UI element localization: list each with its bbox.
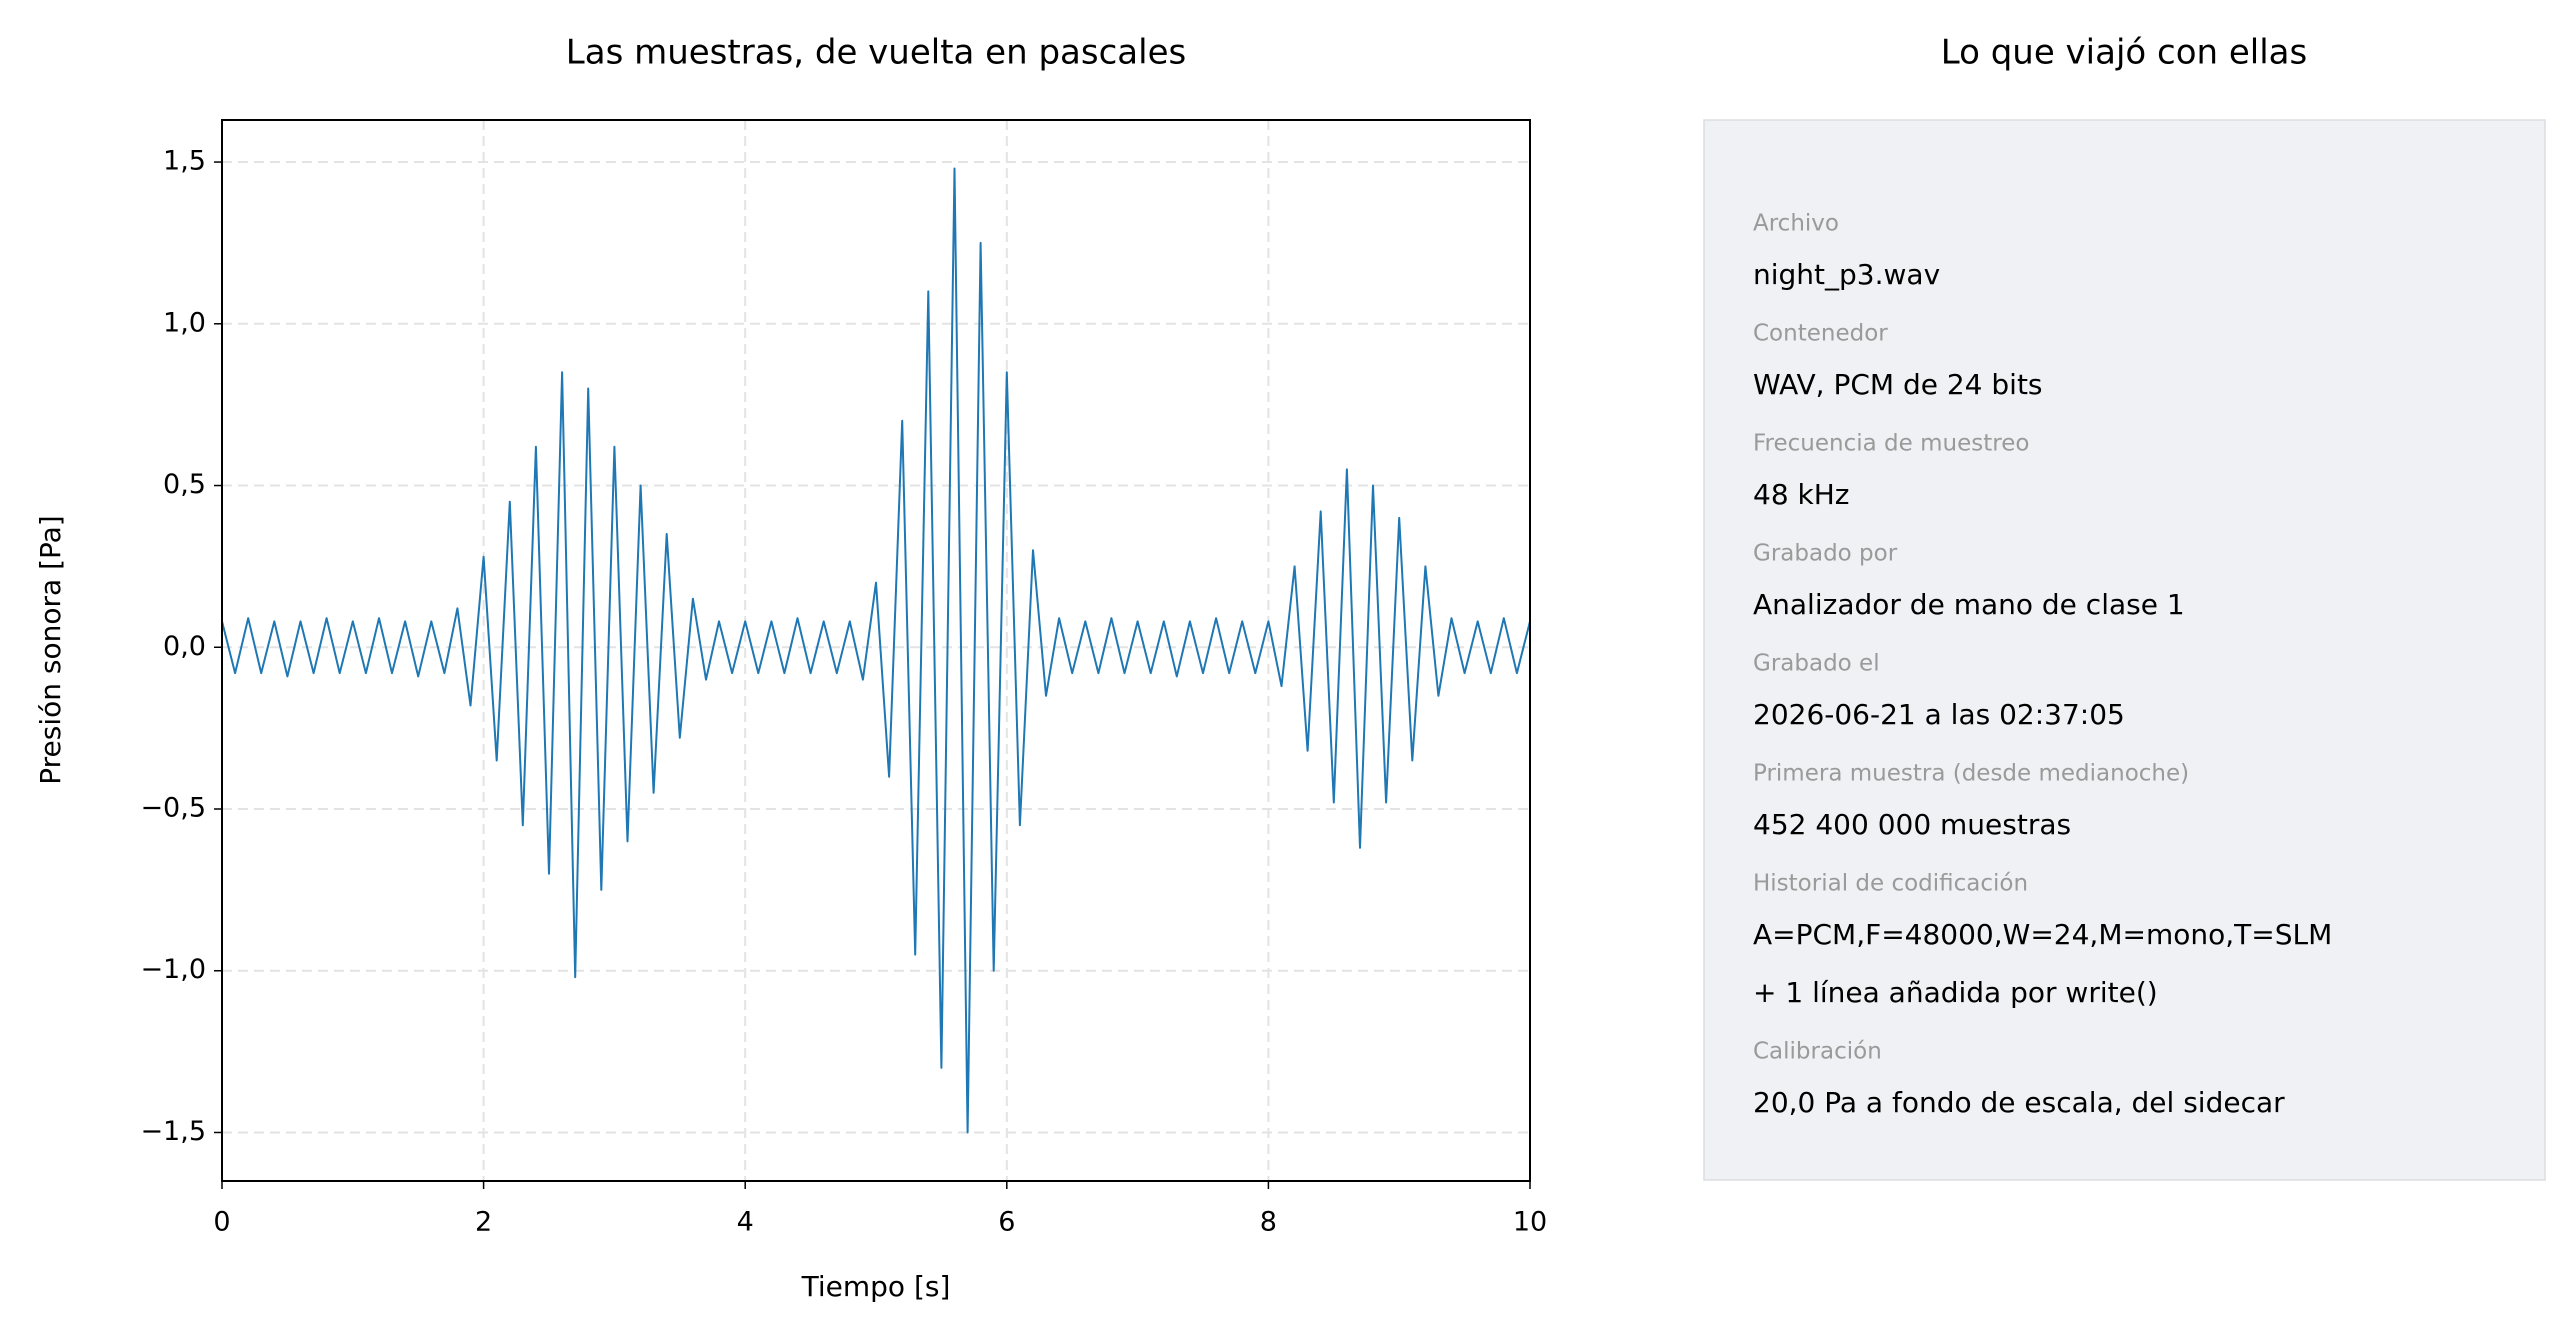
y-axis-label: Presión sonora [Pa] (34, 515, 67, 784)
info-label: Contenedor (1753, 321, 1888, 347)
info-label: Grabado el (1753, 651, 1880, 677)
info-value: WAV, PCM de 24 bits (1753, 368, 2043, 401)
plot-frame (221, 119, 1531, 1182)
y-tick-label: −1,0 (140, 954, 206, 985)
info-label: Historial de codificación (1753, 871, 2028, 897)
y-tick-label: −0,5 (140, 793, 206, 824)
chart-title: Las muestras, de vuelta en pascales (566, 33, 1186, 73)
info-label: Grabado por (1753, 541, 1898, 567)
waveform (221, 167, 1531, 1134)
info-label: Archivo (1753, 211, 1839, 237)
y-tick-label: 1,0 (163, 307, 206, 338)
x-tick-label: 6 (998, 1207, 1015, 1238)
info-value: night_p3.wav (1753, 258, 1940, 291)
info-title: Lo que viajó con ellas (1941, 33, 2307, 73)
info-label: Calibración (1753, 1039, 1882, 1065)
y-tick-label: 1,5 (163, 146, 206, 177)
x-tick-label: 10 (1513, 1207, 1547, 1238)
x-tick-label: 8 (1260, 1207, 1277, 1238)
info-value: + 1 línea añadida por write() (1753, 976, 2158, 1009)
y-tick-label: 0,0 (163, 631, 206, 662)
info-value: A=PCM,F=48000,W=24,M=mono,T=SLM (1753, 918, 2332, 951)
info-value: 48 kHz (1753, 478, 1850, 511)
info-value: 452 400 000 muestras (1753, 808, 2071, 841)
info-value: Analizador de mano de clase 1 (1753, 588, 2185, 621)
y-tick-label: −1,5 (140, 1116, 206, 1147)
y-tick-label: 0,5 (163, 469, 206, 500)
x-tick-label: 0 (213, 1207, 230, 1238)
x-tick-label: 2 (475, 1207, 492, 1238)
x-tick-label: 4 (737, 1207, 754, 1238)
info-value: 2026-06-21 a las 02:37:05 (1753, 698, 2125, 731)
info-value: 20,0 Pa a fondo de escala, del sidecar (1753, 1086, 2285, 1119)
info-label: Primera muestra (desde medianoche) (1753, 761, 2189, 787)
info-panel (1703, 119, 2546, 1181)
x-axis-label: Tiempo [s] (801, 1270, 951, 1303)
info-label: Frecuencia de muestreo (1753, 431, 2029, 457)
